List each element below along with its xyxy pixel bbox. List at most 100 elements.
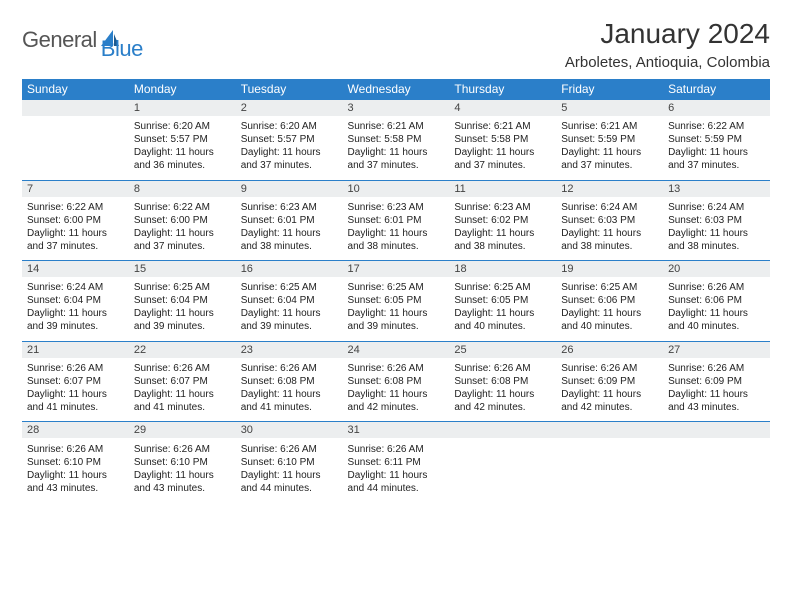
day-number-cell xyxy=(663,422,770,439)
day-number-cell: 3 xyxy=(343,100,450,117)
sunrise-text: Sunrise: 6:22 AM xyxy=(134,201,231,214)
daylight-text: Daylight: 11 hours and 41 minutes. xyxy=(134,388,231,414)
daylight-text: Daylight: 11 hours and 39 minutes. xyxy=(241,307,338,333)
day-content-cell xyxy=(22,116,129,180)
sunrise-text: Sunrise: 6:26 AM xyxy=(241,443,338,456)
day-content-cell: Sunrise: 6:22 AMSunset: 5:59 PMDaylight:… xyxy=(663,116,770,180)
daylight-text: Daylight: 11 hours and 41 minutes. xyxy=(241,388,338,414)
day-number-cell: 19 xyxy=(556,261,663,278)
daylight-text: Daylight: 11 hours and 38 minutes. xyxy=(348,227,445,253)
day-header-wed: Wednesday xyxy=(343,79,450,100)
day-number-cell: 7 xyxy=(22,180,129,197)
sunset-text: Sunset: 6:07 PM xyxy=(134,375,231,388)
sunrise-text: Sunrise: 6:20 AM xyxy=(241,120,338,133)
day-content-cell xyxy=(663,438,770,502)
sunrise-text: Sunrise: 6:25 AM xyxy=(348,281,445,294)
logo: General Blue xyxy=(22,18,143,62)
day-content-cell: Sunrise: 6:25 AMSunset: 6:05 PMDaylight:… xyxy=(449,277,556,341)
day-content-cell: Sunrise: 6:24 AMSunset: 6:03 PMDaylight:… xyxy=(663,197,770,261)
day-number-cell xyxy=(556,422,663,439)
sunrise-text: Sunrise: 6:21 AM xyxy=(348,120,445,133)
sunrise-text: Sunrise: 6:25 AM xyxy=(561,281,658,294)
day-content-cell: Sunrise: 6:23 AMSunset: 6:01 PMDaylight:… xyxy=(343,197,450,261)
sunrise-text: Sunrise: 6:23 AM xyxy=(454,201,551,214)
day-header-tue: Tuesday xyxy=(236,79,343,100)
day-number-cell: 5 xyxy=(556,100,663,117)
sunset-text: Sunset: 6:05 PM xyxy=(454,294,551,307)
sunset-text: Sunset: 6:03 PM xyxy=(668,214,765,227)
daylight-text: Daylight: 11 hours and 39 minutes. xyxy=(348,307,445,333)
daylight-text: Daylight: 11 hours and 44 minutes. xyxy=(348,469,445,495)
day-header-fri: Friday xyxy=(556,79,663,100)
sunrise-text: Sunrise: 6:26 AM xyxy=(348,362,445,375)
daylight-text: Daylight: 11 hours and 37 minutes. xyxy=(241,146,338,172)
sunrise-text: Sunrise: 6:26 AM xyxy=(561,362,658,375)
sunrise-text: Sunrise: 6:22 AM xyxy=(27,201,124,214)
sunset-text: Sunset: 6:06 PM xyxy=(668,294,765,307)
day-number-cell: 25 xyxy=(449,341,556,358)
day-content-cell: Sunrise: 6:24 AMSunset: 6:03 PMDaylight:… xyxy=(556,197,663,261)
sunset-text: Sunset: 5:58 PM xyxy=(454,133,551,146)
day-number-cell: 30 xyxy=(236,422,343,439)
sunset-text: Sunset: 6:10 PM xyxy=(27,456,124,469)
day-number-cell: 4 xyxy=(449,100,556,117)
day-content-cell: Sunrise: 6:26 AMSunset: 6:08 PMDaylight:… xyxy=(343,358,450,422)
day-content-cell: Sunrise: 6:25 AMSunset: 6:04 PMDaylight:… xyxy=(236,277,343,341)
sunset-text: Sunset: 6:04 PM xyxy=(241,294,338,307)
day-content-cell: Sunrise: 6:23 AMSunset: 6:01 PMDaylight:… xyxy=(236,197,343,261)
day-number-cell: 16 xyxy=(236,261,343,278)
daylight-text: Daylight: 11 hours and 37 minutes. xyxy=(134,227,231,253)
day-content-cell: Sunrise: 6:26 AMSunset: 6:09 PMDaylight:… xyxy=(663,358,770,422)
day-content-cell: Sunrise: 6:20 AMSunset: 5:57 PMDaylight:… xyxy=(129,116,236,180)
day-content-row: Sunrise: 6:22 AMSunset: 6:00 PMDaylight:… xyxy=(22,197,770,261)
day-header-sat: Saturday xyxy=(663,79,770,100)
sunrise-text: Sunrise: 6:24 AM xyxy=(668,201,765,214)
day-header-mon: Monday xyxy=(129,79,236,100)
sunset-text: Sunset: 6:11 PM xyxy=(348,456,445,469)
day-number-cell: 14 xyxy=(22,261,129,278)
day-number-cell: 21 xyxy=(22,341,129,358)
daylight-text: Daylight: 11 hours and 36 minutes. xyxy=(134,146,231,172)
sunset-text: Sunset: 5:59 PM xyxy=(561,133,658,146)
sunrise-text: Sunrise: 6:23 AM xyxy=(348,201,445,214)
calendar-body: 123456Sunrise: 6:20 AMSunset: 5:57 PMDay… xyxy=(22,100,770,503)
sunrise-text: Sunrise: 6:26 AM xyxy=(134,362,231,375)
day-number-cell: 31 xyxy=(343,422,450,439)
day-number-cell: 20 xyxy=(663,261,770,278)
day-number-cell: 1 xyxy=(129,100,236,117)
sunrise-text: Sunrise: 6:21 AM xyxy=(561,120,658,133)
day-content-cell: Sunrise: 6:26 AMSunset: 6:10 PMDaylight:… xyxy=(129,438,236,502)
day-number-cell xyxy=(449,422,556,439)
day-number-cell: 23 xyxy=(236,341,343,358)
sunrise-text: Sunrise: 6:26 AM xyxy=(134,443,231,456)
day-content-cell: Sunrise: 6:23 AMSunset: 6:02 PMDaylight:… xyxy=(449,197,556,261)
sunset-text: Sunset: 5:57 PM xyxy=(241,133,338,146)
day-header-row: Sunday Monday Tuesday Wednesday Thursday… xyxy=(22,79,770,100)
day-number-cell: 8 xyxy=(129,180,236,197)
logo-text-general: General xyxy=(22,27,97,53)
header: General Blue January 2024 Arboletes, Ant… xyxy=(22,18,770,71)
day-number-cell: 2 xyxy=(236,100,343,117)
day-number-cell: 9 xyxy=(236,180,343,197)
sunset-text: Sunset: 5:58 PM xyxy=(348,133,445,146)
daylight-text: Daylight: 11 hours and 42 minutes. xyxy=(454,388,551,414)
day-number-cell: 13 xyxy=(663,180,770,197)
daylight-text: Daylight: 11 hours and 43 minutes. xyxy=(27,469,124,495)
sunrise-text: Sunrise: 6:25 AM xyxy=(241,281,338,294)
day-header-thu: Thursday xyxy=(449,79,556,100)
calendar-table: Sunday Monday Tuesday Wednesday Thursday… xyxy=(22,79,770,502)
sunrise-text: Sunrise: 6:24 AM xyxy=(27,281,124,294)
sunrise-text: Sunrise: 6:23 AM xyxy=(241,201,338,214)
daylight-text: Daylight: 11 hours and 37 minutes. xyxy=(348,146,445,172)
daylight-text: Daylight: 11 hours and 38 minutes. xyxy=(454,227,551,253)
daylight-text: Daylight: 11 hours and 40 minutes. xyxy=(668,307,765,333)
day-number-cell: 12 xyxy=(556,180,663,197)
day-content-cell: Sunrise: 6:22 AMSunset: 6:00 PMDaylight:… xyxy=(129,197,236,261)
daynum-row: 14151617181920 xyxy=(22,261,770,278)
daylight-text: Daylight: 11 hours and 38 minutes. xyxy=(241,227,338,253)
day-content-cell: Sunrise: 6:25 AMSunset: 6:06 PMDaylight:… xyxy=(556,277,663,341)
sunset-text: Sunset: 6:00 PM xyxy=(134,214,231,227)
day-content-cell: Sunrise: 6:26 AMSunset: 6:09 PMDaylight:… xyxy=(556,358,663,422)
sunrise-text: Sunrise: 6:25 AM xyxy=(134,281,231,294)
sunset-text: Sunset: 6:00 PM xyxy=(27,214,124,227)
